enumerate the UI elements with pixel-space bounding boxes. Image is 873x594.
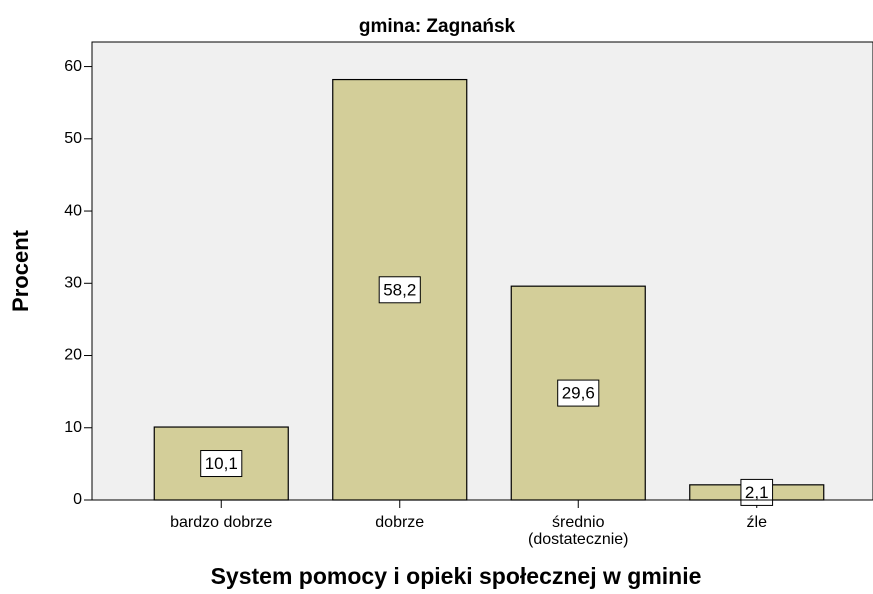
y-tick-label: 50 <box>64 130 82 147</box>
value-label-box <box>378 276 421 304</box>
value-label: 10,1 <box>205 454 238 473</box>
chart-title: gmina: Zagnańsk <box>359 16 516 37</box>
y-tick-label: 40 <box>64 202 82 219</box>
value-label-box <box>557 379 600 407</box>
value-label: 29,6 <box>562 384 595 403</box>
value-label: 2,1 <box>745 483 769 502</box>
value-label-box <box>200 450 243 478</box>
x-axis-label: System pomocy i opieki społecznej w gmin… <box>211 563 702 589</box>
y-tick-label: 20 <box>64 347 82 364</box>
bar <box>332 78 468 501</box>
x-tick-label: dobrze <box>375 514 425 531</box>
x-tick-label: źle <box>746 514 767 531</box>
y-tick-label: 0 <box>73 491 82 508</box>
y-tick-label: 30 <box>64 274 82 291</box>
y-tick-label: 60 <box>64 58 82 75</box>
y-tick-label: 10 <box>64 419 82 436</box>
x-tick-label: bardzo dobrze <box>170 514 273 531</box>
y-axis-label: Procent <box>8 229 33 312</box>
value-label-box <box>740 478 774 506</box>
value-label: 58,2 <box>383 280 416 299</box>
plot-area <box>91 41 873 501</box>
x-tick-label: średnio (dostatecznie) <box>528 514 629 548</box>
